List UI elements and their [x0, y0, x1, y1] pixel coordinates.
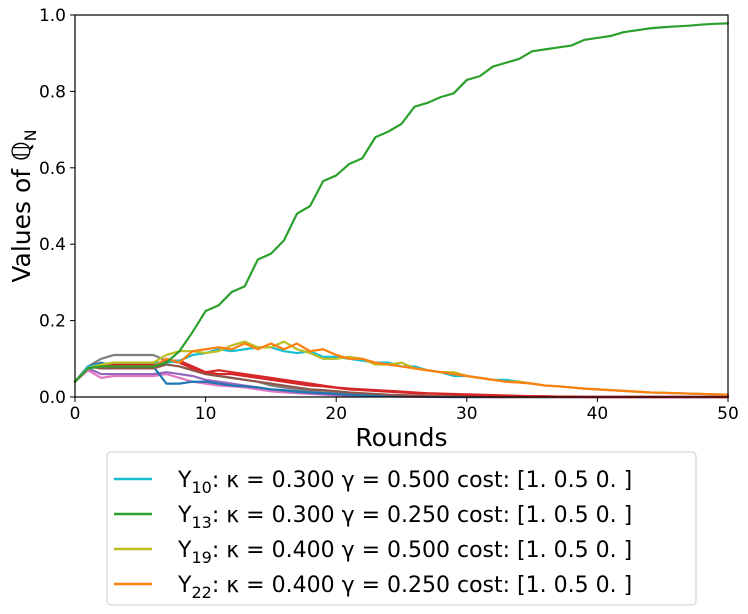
- x-tick-label: 30: [456, 404, 478, 424]
- x-tick-label: 0: [70, 404, 81, 424]
- y-tick-label: 0.6: [39, 159, 66, 179]
- x-tick-label: 20: [325, 404, 347, 424]
- legend-entry: Y13: κ = 0.300 γ = 0.250 cost: [1. 0.5 0…: [114, 503, 632, 532]
- legend-entry: Y19: κ = 0.400 γ = 0.500 cost: [1. 0.5 0…: [114, 538, 632, 567]
- legend-label: Y22: κ = 0.400 γ = 0.250 cost: [1. 0.5 0…: [177, 573, 632, 602]
- legend-label: Y10: κ = 0.300 γ = 0.500 cost: [1. 0.5 0…: [177, 468, 632, 497]
- series-line-9: [73, 342, 730, 396]
- plot-frame: [74, 14, 729, 398]
- y-axis-title: Values of ℚN: [7, 129, 40, 282]
- series-line-10: [73, 22, 730, 383]
- series-line-7: [73, 346, 730, 396]
- x-tick-label: 40: [587, 404, 609, 424]
- legend-entry: Y22: κ = 0.400 γ = 0.250 cost: [1. 0.5 0…: [114, 573, 632, 602]
- axis-ticks: 0 10 20 30 40 50 0.0 0.2 0.4 0.6 0.8 1.0: [39, 6, 739, 424]
- x-tick-label: 50: [717, 404, 739, 424]
- y-tick-label: 0.2: [39, 312, 66, 332]
- series-line-8: [73, 340, 730, 396]
- legend-label: Y19: κ = 0.400 γ = 0.500 cost: [1. 0.5 0…: [177, 538, 632, 567]
- x-axis-title: Rounds: [355, 423, 447, 452]
- y-tick-label: 1.0: [39, 6, 66, 26]
- legend-entry: Y10: κ = 0.300 γ = 0.500 cost: [1. 0.5 0…: [114, 468, 632, 497]
- legend-label: Y13: κ = 0.300 γ = 0.250 cost: [1. 0.5 0…: [177, 503, 632, 532]
- y-tick-label: 0.4: [39, 235, 66, 255]
- legend-box: [106, 451, 697, 606]
- x-tick-label: 10: [195, 404, 217, 424]
- series-layer: [73, 22, 730, 399]
- legend: Y10: κ = 0.300 γ = 0.500 cost: [1. 0.5 0…: [106, 451, 697, 606]
- y-tick-label: 0.8: [39, 82, 66, 102]
- legend-entries: Y10: κ = 0.300 γ = 0.500 cost: [1. 0.5 0…: [114, 468, 632, 602]
- y-tick-label: 0.0: [39, 388, 66, 408]
